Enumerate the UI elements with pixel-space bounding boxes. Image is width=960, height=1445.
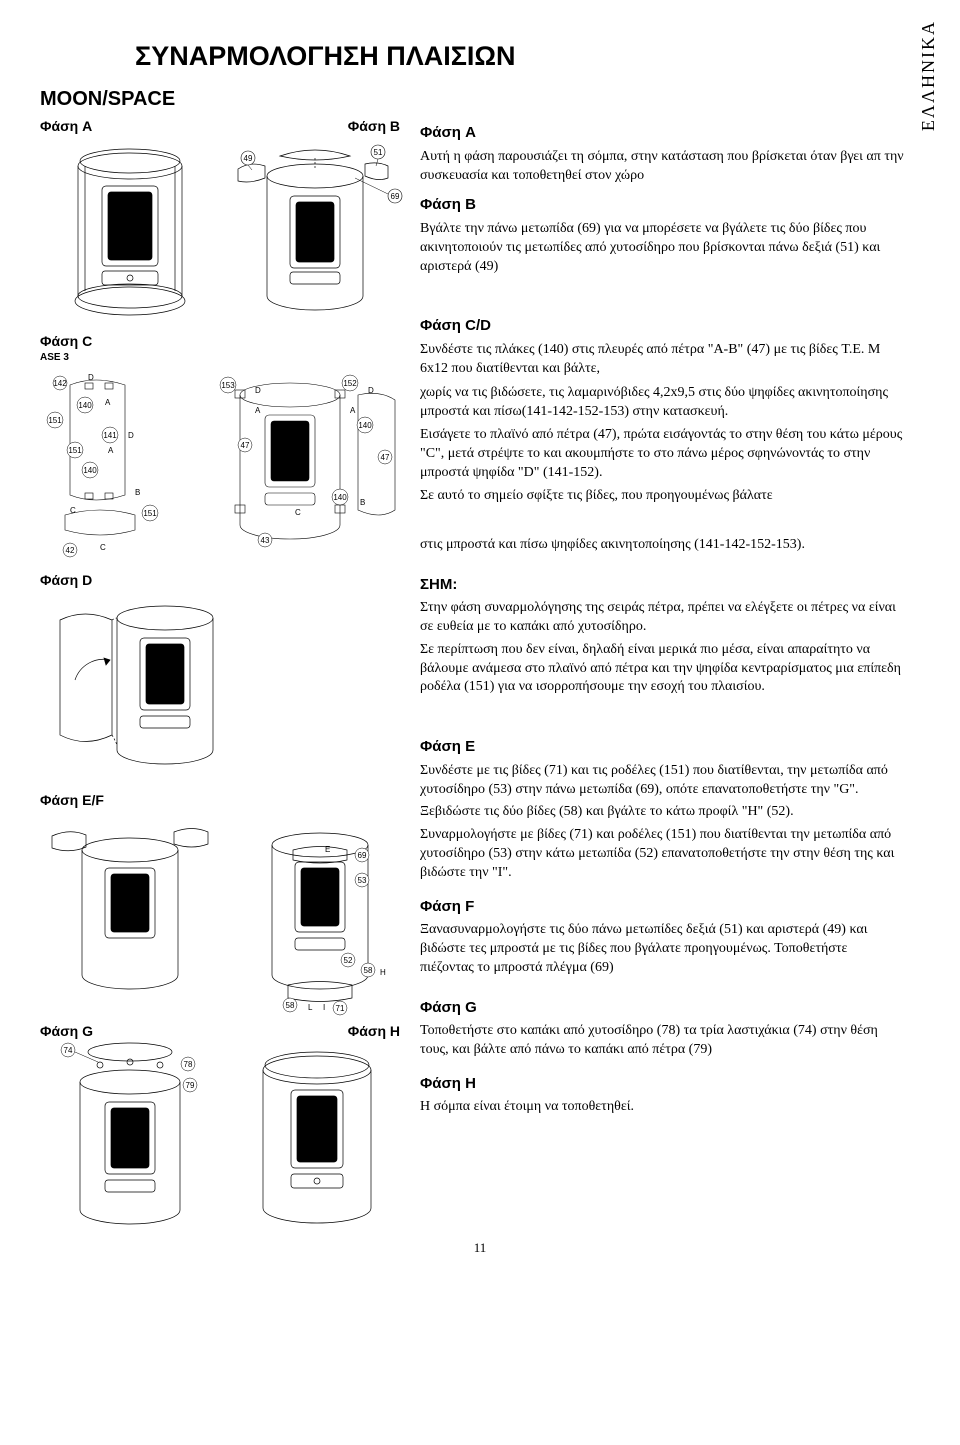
svg-text:47: 47: [381, 453, 390, 462]
phase-ef-label: Φάση E/F: [40, 791, 410, 810]
diagrams-column: Φάση A: [40, 117, 410, 1240]
svg-text:A: A: [105, 398, 111, 407]
svg-text:47: 47: [241, 441, 250, 450]
svg-text:140: 140: [358, 421, 372, 430]
page-number: 11: [0, 1239, 960, 1257]
svg-text:141: 141: [103, 431, 117, 440]
text-column: Φάση A Αυτή η φάση παρουσιάζει τη σόμπα,…: [420, 117, 910, 1240]
phase-g-title: Φάση G: [420, 998, 904, 1018]
svg-text:71: 71: [336, 1004, 345, 1013]
phase-cd-text5: στις μπροστά και πίσω ψηφίδες ακινητοποί…: [420, 536, 904, 555]
svg-text:52: 52: [344, 956, 353, 965]
svg-text:58: 58: [286, 1001, 295, 1010]
svg-text:79: 79: [186, 1081, 195, 1090]
svg-text:151: 151: [48, 416, 62, 425]
phase-f-title: Φάση F: [420, 897, 904, 917]
ase3-label: ASE 3: [40, 351, 410, 365]
svg-text:A: A: [255, 406, 261, 415]
language-tab: ΕΛΛΗΝΙΚΑ: [916, 20, 940, 131]
phase-a-title: Φάση A: [420, 123, 904, 143]
svg-text:152: 152: [343, 379, 357, 388]
phase-a-diagram: [40, 136, 220, 326]
svg-text:53: 53: [358, 876, 367, 885]
note-text1: Στην φάση συναρμολόγησης της σειράς πέτρ…: [420, 599, 904, 637]
phase-h-title: Φάση H: [420, 1074, 904, 1094]
callout-51: 51: [374, 148, 383, 157]
svg-text:E: E: [325, 845, 330, 854]
svg-text:A: A: [350, 406, 356, 415]
phase-cd-text4: Σε αυτό το σημείο σφίξτε τις βίδες, που …: [420, 487, 904, 506]
svg-text:B: B: [360, 498, 365, 507]
svg-text:I: I: [323, 1003, 325, 1012]
phase-d-label: Φάση D: [40, 571, 410, 590]
phase-b-text: Βγάλτε την πάνω μετωπίδα (69) για να μπο…: [420, 220, 904, 277]
phase-g-text: Τοποθετήστε στο καπάκι από χυτοσίδηρο (7…: [420, 1022, 904, 1060]
svg-text:B: B: [135, 488, 140, 497]
svg-text:151: 151: [68, 446, 82, 455]
phase-h-text: Η σόμπα είναι έτοιμη να τοποθετηθεί.: [420, 1098, 904, 1117]
svg-text:G: G: [330, 873, 336, 882]
phase-b-title: Φάση B: [420, 195, 904, 215]
phase-e-text1: Συνδέστε με τις βίδες (71) και τις ροδέλ…: [420, 762, 904, 800]
phase-a-text: Αυτή η φάση παρουσιάζει τη σόμπα, στην κ…: [420, 148, 904, 186]
phase-c-diagram: 142 151 140 A D 141 D 151 140 A B C: [40, 365, 410, 565]
note-text2: Σε περίπτωση που δεν είναι, δηλαδή είναι…: [420, 641, 904, 698]
phase-cd-text2: χωρίς να τις βιδώσετε, τις λαμαρινόβιδες…: [420, 384, 904, 422]
phase-f-text: Ξανασυναρμολογήστε τις δύο πάνω μετωπίδε…: [420, 921, 904, 978]
phase-b-diagram: 49 51 69: [220, 136, 410, 326]
phase-ef-diagram: E 69 53 G 52 58 H 58 L I 71: [40, 810, 410, 1020]
svg-text:A: A: [108, 446, 114, 455]
svg-text:C: C: [100, 543, 106, 552]
phase-cd-text3: Εισάγετε το πλαϊνό από πέτρα (47), πρώτα…: [420, 426, 904, 483]
svg-text:43: 43: [261, 536, 270, 545]
callout-49: 49: [244, 154, 253, 163]
note-title: ΣΗΜ:: [420, 575, 904, 595]
phase-g-diagram: 74 78 79: [40, 1040, 225, 1240]
svg-text:140: 140: [78, 401, 92, 410]
svg-text:H: H: [380, 968, 386, 977]
svg-text:74: 74: [64, 1046, 73, 1055]
svg-text:D: D: [128, 431, 134, 440]
phase-h-diagram: [225, 1040, 410, 1240]
svg-text:78: 78: [184, 1060, 193, 1069]
phase-e-text3: Συναρμολογήστε με βίδες (71) και ροδέλες…: [420, 826, 904, 883]
svg-text:L: L: [308, 1003, 313, 1012]
phase-d-diagram: [40, 590, 270, 785]
svg-text:D: D: [255, 386, 261, 395]
svg-text:D: D: [368, 386, 374, 395]
phase-g-diagram-label: Φάση G: [40, 1022, 225, 1041]
svg-text:C: C: [295, 508, 301, 517]
svg-text:58: 58: [364, 966, 373, 975]
phase-b-label: Φάση B: [220, 117, 410, 136]
svg-text:140: 140: [333, 493, 347, 502]
page-title: ΣΥΝΑΡΜΟΛΟΓΗΣΗ ΠΛΑΙΣΙΩΝ: [135, 38, 910, 74]
svg-text:D: D: [88, 373, 94, 382]
phase-c-label: Φάση C: [40, 332, 410, 351]
callout-69: 69: [391, 192, 400, 201]
phase-cd-text1: Συνδέστε τις πλάκες (140) στις πλευρές α…: [420, 341, 904, 379]
model-heading: MOON/SPACE: [40, 86, 910, 113]
phase-cd-title: Φάση C/D: [420, 316, 904, 336]
svg-text:69: 69: [358, 851, 367, 860]
svg-text:C: C: [70, 506, 76, 515]
phase-e-title: Φάση E: [420, 737, 904, 757]
svg-text:42: 42: [66, 546, 75, 555]
svg-text:153: 153: [221, 381, 235, 390]
phase-h-diagram-label: Φάση H: [225, 1022, 410, 1041]
svg-text:140: 140: [83, 466, 97, 475]
phase-e-text2: Ξεβιδώστε τις δύο βίδες (58) και βγάλτε …: [420, 803, 904, 822]
svg-text:142: 142: [53, 379, 67, 388]
svg-text:151: 151: [143, 509, 157, 518]
phase-a-label: Φάση A: [40, 117, 220, 136]
